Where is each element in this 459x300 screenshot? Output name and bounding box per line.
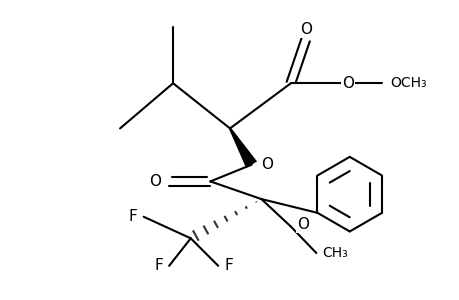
Text: O: O (341, 76, 353, 91)
Text: O: O (149, 174, 161, 189)
Text: CH₃: CH₃ (322, 246, 347, 260)
Text: O: O (300, 22, 312, 37)
Text: O: O (296, 217, 308, 232)
Text: F: F (129, 209, 137, 224)
Text: F: F (154, 258, 163, 273)
Text: O: O (261, 157, 273, 172)
Text: OCH₃: OCH₃ (389, 76, 425, 90)
Text: F: F (224, 258, 232, 273)
Polygon shape (229, 128, 257, 168)
